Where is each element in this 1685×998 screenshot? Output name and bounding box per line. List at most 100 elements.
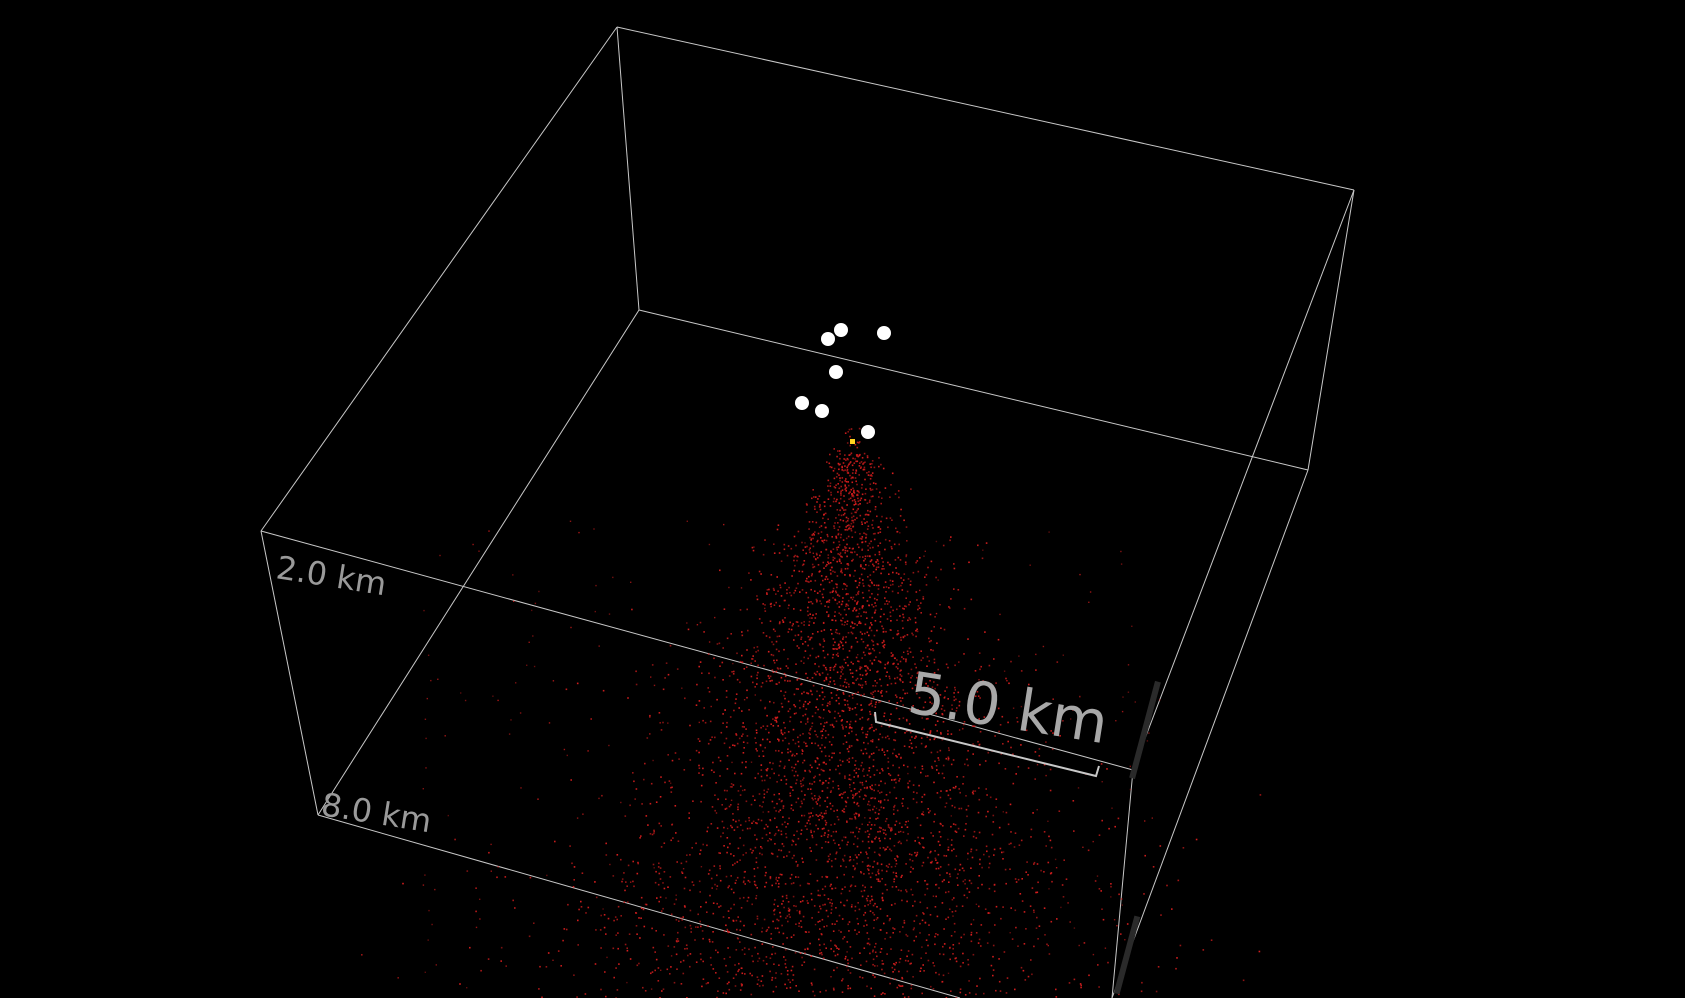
event-point <box>920 602 922 604</box>
event-point <box>910 962 912 965</box>
station-marker[interactable] <box>829 365 843 379</box>
event-point <box>836 632 839 635</box>
event-point <box>827 653 829 656</box>
event-point <box>653 830 655 833</box>
event-point <box>835 591 838 594</box>
event-point <box>778 740 780 742</box>
event-point <box>867 576 869 578</box>
event-point <box>879 621 882 623</box>
event-point <box>864 514 867 516</box>
event-point <box>707 742 710 745</box>
event-point <box>735 820 737 823</box>
event-point <box>859 952 861 954</box>
event-point <box>466 870 469 872</box>
event-point <box>998 730 1000 733</box>
event-point <box>785 665 788 667</box>
station-marker[interactable] <box>821 332 835 346</box>
event-point <box>869 463 871 465</box>
event-point <box>719 852 721 854</box>
event-point <box>867 509 869 512</box>
event-point <box>797 634 800 636</box>
event-point <box>1127 664 1130 666</box>
event-point <box>660 910 663 912</box>
event-point <box>852 457 854 460</box>
event-point <box>915 914 918 917</box>
event-point <box>637 863 639 865</box>
event-point <box>867 549 869 551</box>
event-point <box>705 982 708 985</box>
event-point <box>854 707 857 709</box>
event-point <box>682 916 684 918</box>
event-point <box>951 849 953 852</box>
event-point <box>1007 721 1009 724</box>
event-point <box>890 948 892 950</box>
event-point <box>844 775 846 777</box>
event-point <box>624 943 627 946</box>
event-point <box>872 752 875 754</box>
event-point <box>698 764 700 767</box>
event-point <box>815 706 817 708</box>
event-point <box>857 593 860 595</box>
event-point <box>783 767 786 769</box>
event-point <box>890 606 892 608</box>
event-point <box>829 485 832 487</box>
event-point <box>851 495 853 497</box>
event-point <box>840 675 842 677</box>
event-point <box>863 518 865 520</box>
event-point <box>726 637 729 640</box>
event-point <box>799 901 802 903</box>
event-point <box>809 942 811 945</box>
event-point <box>998 958 1000 960</box>
event-point <box>765 823 767 826</box>
event-point <box>874 680 876 682</box>
event-point <box>942 721 945 723</box>
event-point <box>973 686 975 688</box>
event-point <box>797 741 800 743</box>
event-point <box>802 777 805 779</box>
event-point <box>878 800 880 803</box>
event-point <box>851 551 853 554</box>
event-point <box>835 535 837 538</box>
event-point <box>865 673 867 676</box>
station-marker[interactable] <box>834 323 848 337</box>
event-point <box>862 582 864 585</box>
event-point <box>835 476 838 478</box>
event-point <box>663 887 666 890</box>
event-point <box>950 536 952 538</box>
event-point <box>709 940 711 943</box>
event-point <box>632 880 634 883</box>
event-point <box>765 956 768 958</box>
event-point <box>988 912 991 914</box>
event-point <box>930 985 932 988</box>
station-marker[interactable] <box>861 425 875 439</box>
station-marker[interactable] <box>877 326 891 340</box>
event-point <box>829 802 832 805</box>
event-point <box>866 942 869 945</box>
station-marker[interactable] <box>815 404 829 418</box>
event-point <box>809 551 811 554</box>
event-point <box>684 697 686 700</box>
event-point <box>776 659 778 662</box>
event-point <box>777 750 780 752</box>
event-point <box>880 685 883 687</box>
event-point <box>935 895 937 898</box>
event-point <box>861 483 863 486</box>
station-marker[interactable] <box>795 396 809 410</box>
event-point <box>866 617 868 619</box>
event-point <box>1020 744 1022 746</box>
event-point <box>812 532 815 535</box>
event-point <box>869 579 872 581</box>
event-point <box>816 879 819 882</box>
event-point <box>864 522 866 524</box>
event-point <box>906 900 908 903</box>
event-point <box>928 924 930 926</box>
event-point <box>817 557 819 559</box>
event-point <box>958 807 960 810</box>
event-point <box>978 905 980 908</box>
event-point <box>707 826 709 829</box>
event-point <box>855 826 858 829</box>
event-point <box>1003 951 1006 953</box>
event-point <box>840 603 843 606</box>
